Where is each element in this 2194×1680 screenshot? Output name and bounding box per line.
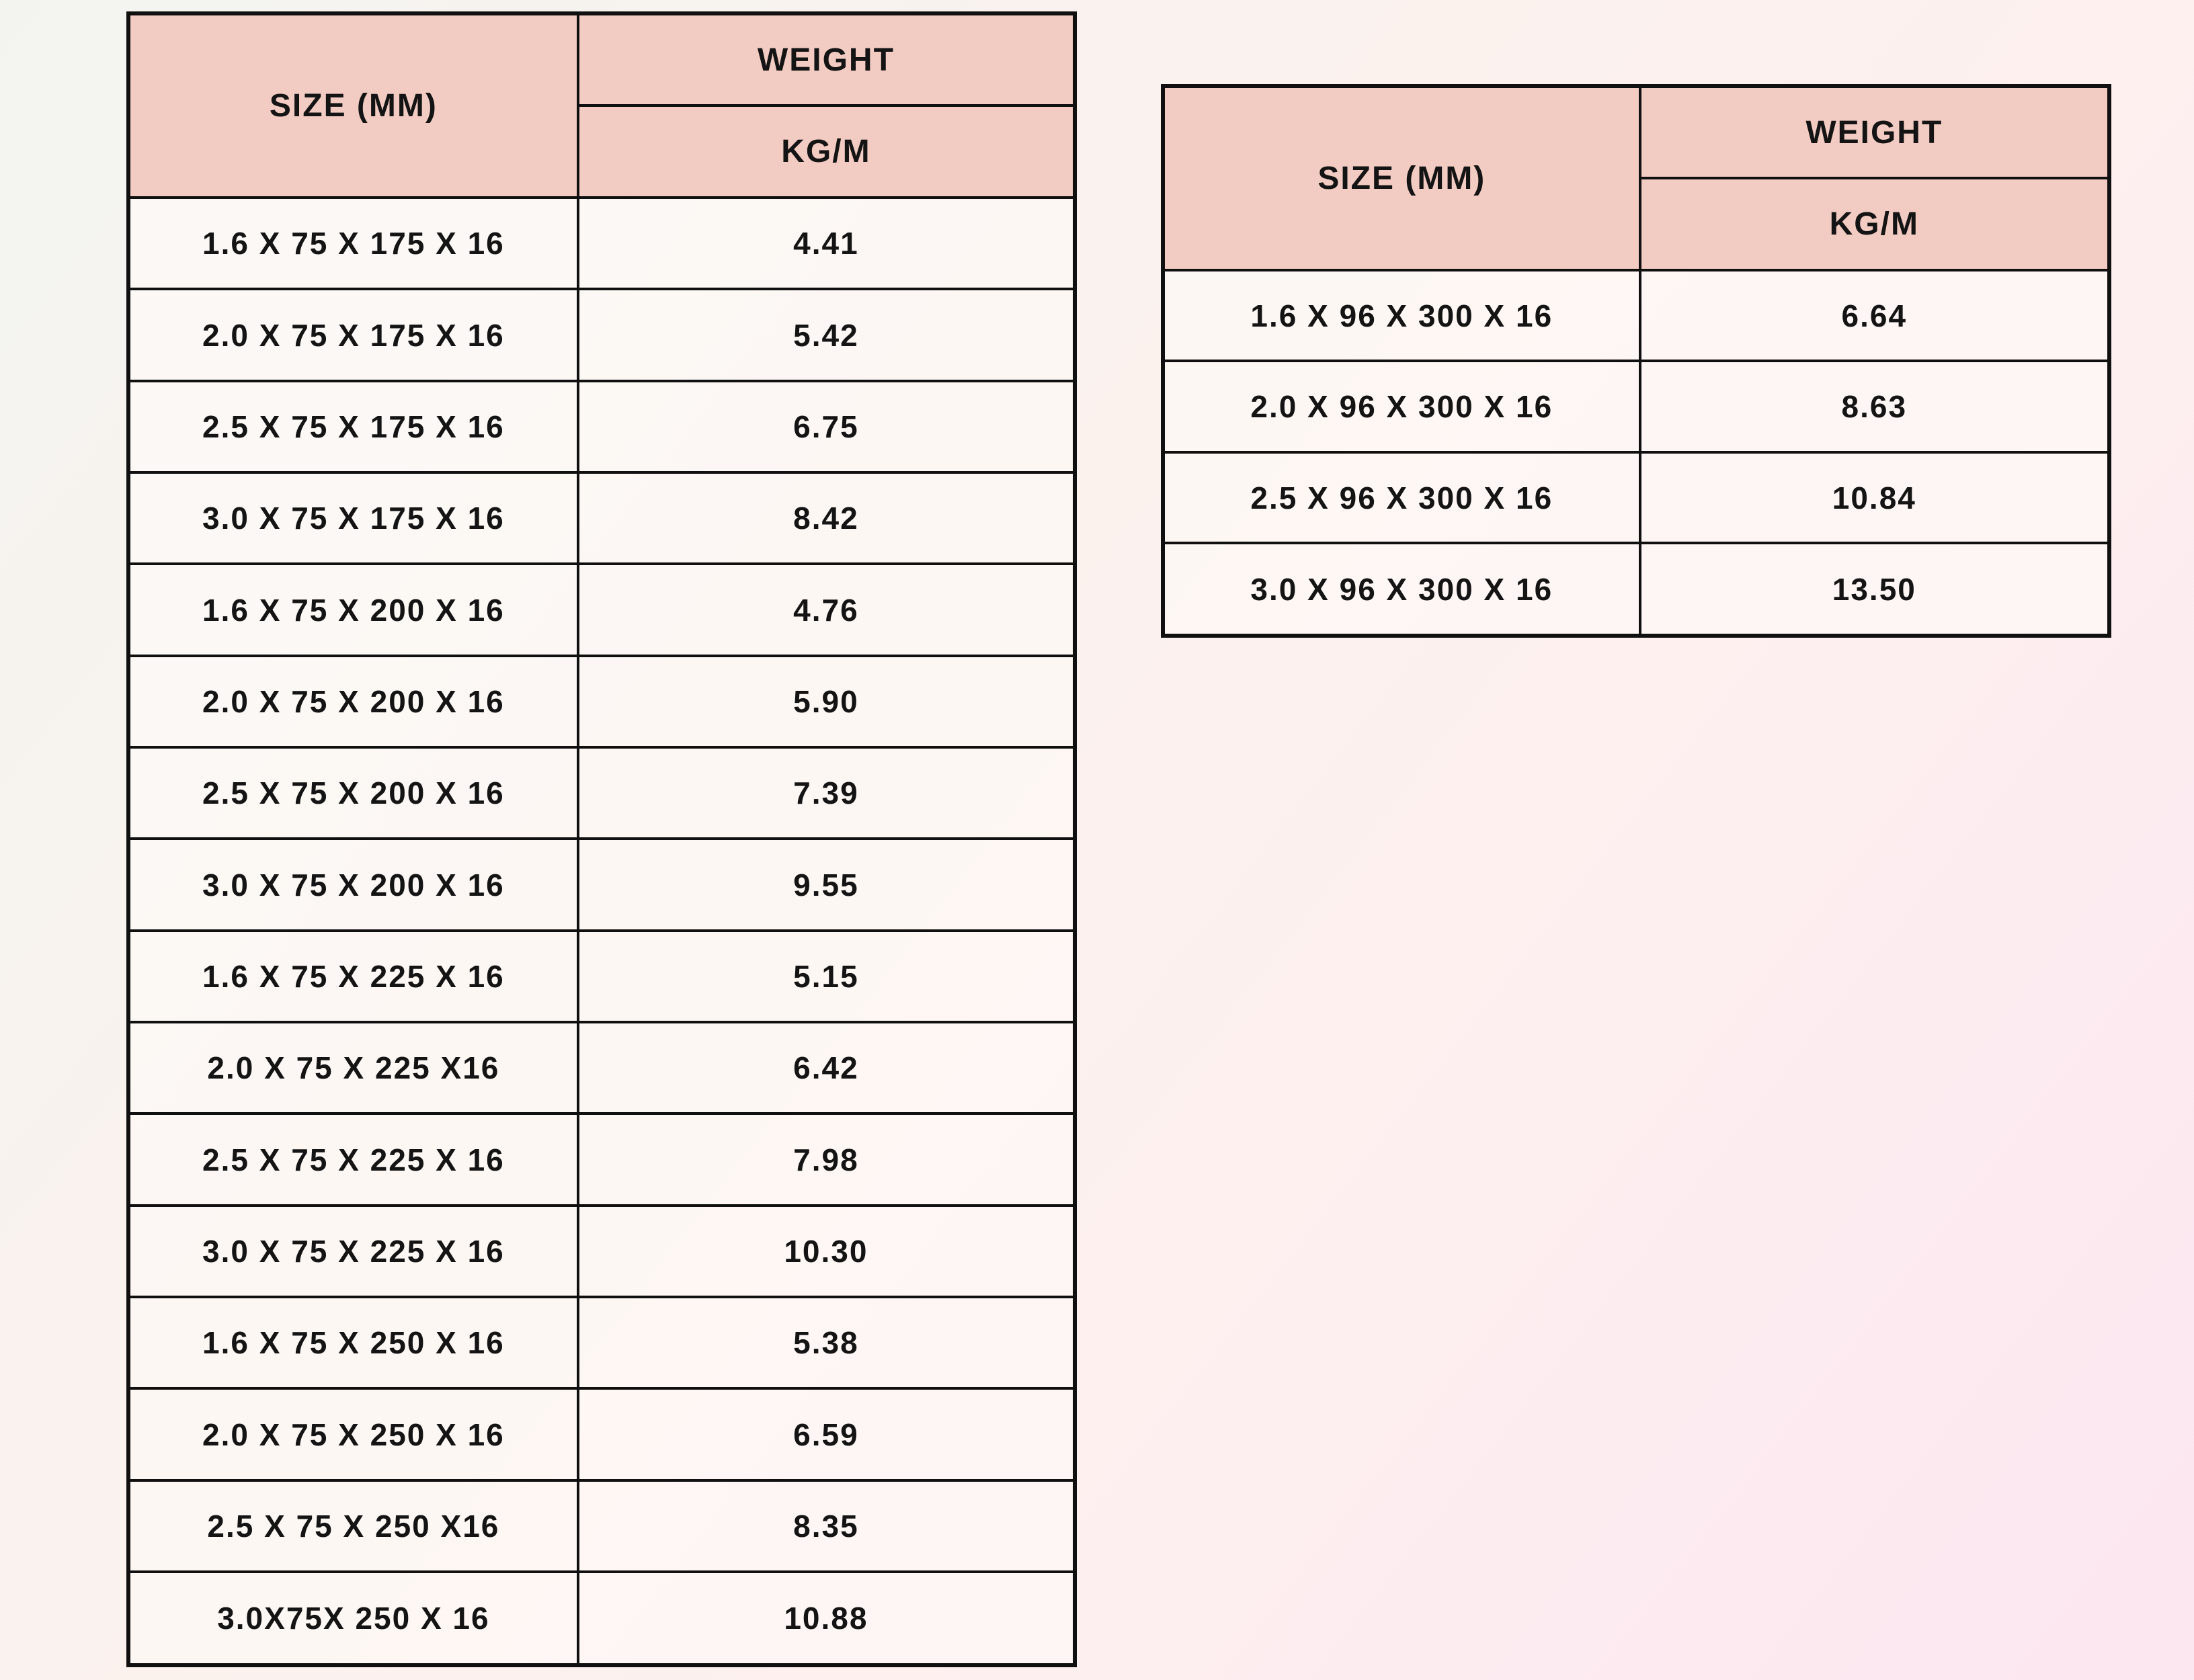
size-cell: 2.5 X 75 X 200 X 16 <box>127 746 579 841</box>
table-row: 1.6 X 75 X 175 X 16 4.41 <box>127 196 1077 291</box>
size-cell: 1.6 X 75 X 250 X 16 <box>127 1296 579 1390</box>
header-row: SIZE (MM) WEIGHT <box>127 12 1077 199</box>
size-cell: 2.0 X 96 X 300 X 16 <box>1162 360 1641 454</box>
weight-cell: 6.59 <box>576 1387 1077 1482</box>
weight-cell: 6.75 <box>576 379 1077 474</box>
weight-column-header: WEIGHT <box>576 12 1077 107</box>
table-row: 1.6 X 75 X 200 X 16 4.76 <box>127 562 1077 657</box>
table-row: 2.5 X 96 X 300 X 16 10.84 <box>1162 450 2111 545</box>
weight-cell: 4.76 <box>576 562 1077 657</box>
table-row: 3.0X75X 250 X 16 10.88 <box>127 1570 1077 1667</box>
table-row: 2.0 X 75 X 200 X 16 5.90 <box>127 654 1077 749</box>
header-row: SIZE (MM) WEIGHT <box>1162 85 2111 271</box>
size-cell: 2.5 X 75 X 250 X16 <box>127 1478 579 1574</box>
weight-column-header: WEIGHT <box>1638 85 2111 179</box>
size-cell: 2.0 X 75 X 200 X 16 <box>127 654 579 749</box>
size-cell: 3.0 X 96 X 300 X 16 <box>1162 542 1641 637</box>
unit-column-header: KG/M <box>1638 177 2111 271</box>
size-weight-table-right: SIZE (MM) WEIGHT KG/M 1.6 X 96 X 300 X 1… <box>1161 84 2111 638</box>
size-cell: 3.0 X 75 X 175 X 16 <box>127 471 579 566</box>
size-cell: 1.6 X 75 X 175 X 16 <box>127 196 579 291</box>
weight-cell: 4.41 <box>576 196 1077 291</box>
weight-cell: 8.63 <box>1638 360 2111 454</box>
size-cell: 3.0X75X 250 X 16 <box>127 1570 579 1667</box>
table-row: 3.0 X 75 X 175 X 16 8.42 <box>127 471 1077 566</box>
weight-cell: 13.50 <box>1638 542 2111 637</box>
table-row: 3.0 X 96 X 300 X 16 13.50 <box>1162 542 2111 637</box>
size-cell: 2.0 X 75 X 225 X16 <box>127 1021 579 1116</box>
size-cell: 1.6 X 75 X 225 X 16 <box>127 929 579 1024</box>
table-row: 3.0 X 75 X 200 X 16 9.55 <box>127 837 1077 932</box>
table-row: 2.0 X 96 X 300 X 16 8.63 <box>1162 360 2111 454</box>
table-row: 2.0 X 75 X 175 X 16 5.42 <box>127 288 1077 382</box>
weight-cell: 10.84 <box>1638 450 2111 545</box>
weight-cell: 6.42 <box>576 1021 1077 1116</box>
table-row: 2.5 X 75 X 250 X16 8.35 <box>127 1478 1077 1574</box>
weight-cell: 10.30 <box>576 1204 1077 1299</box>
size-weight-table-left: SIZE (MM) WEIGHT KG/M 1.6 X 75 X 175 X 1… <box>126 11 1077 1667</box>
unit-column-header: KG/M <box>576 104 1077 199</box>
header-row: KG/M <box>128 104 1077 199</box>
table-row: 2.5 X 75 X 175 X 16 6.75 <box>127 379 1077 474</box>
size-cell: 2.0 X 75 X 175 X 16 <box>127 288 579 382</box>
size-cell: 2.0 X 75 X 250 X 16 <box>127 1387 579 1482</box>
table-row: 2.5 X 75 X 225 X 16 7.98 <box>127 1112 1077 1207</box>
size-cell: 2.5 X 75 X 175 X 16 <box>127 379 579 474</box>
weight-cell: 5.42 <box>576 288 1077 382</box>
weight-cell: 9.55 <box>576 837 1077 932</box>
weight-cell: 5.15 <box>576 929 1077 1024</box>
size-column-header: SIZE (MM) <box>127 12 579 199</box>
weight-cell: 8.35 <box>576 1478 1077 1574</box>
size-column-header: SIZE (MM) <box>1162 85 1641 271</box>
table-row: 1.6 X 75 X 250 X 16 5.38 <box>127 1296 1077 1390</box>
header-row: KG/M <box>1163 177 2111 271</box>
size-cell: 2.5 X 96 X 300 X 16 <box>1162 450 1641 545</box>
size-cell: 3.0 X 75 X 200 X 16 <box>127 837 579 932</box>
weight-cell: 8.42 <box>576 471 1077 566</box>
table-row: 2.0 X 75 X 250 X 16 6.59 <box>127 1387 1077 1482</box>
size-cell: 3.0 X 75 X 225 X 16 <box>127 1204 579 1299</box>
table-row: 1.6 X 75 X 225 X 16 5.15 <box>127 929 1077 1024</box>
weight-cell: 10.88 <box>576 1570 1077 1667</box>
weight-cell: 7.98 <box>576 1112 1077 1207</box>
size-cell: 1.6 X 75 X 200 X 16 <box>127 562 579 657</box>
weight-cell: 5.38 <box>576 1296 1077 1390</box>
table-row: 3.0 X 75 X 225 X 16 10.30 <box>127 1204 1077 1299</box>
weight-cell: 5.90 <box>576 654 1077 749</box>
weight-cell: 6.64 <box>1638 268 2111 363</box>
table-row: 2.5 X 75 X 200 X 16 7.39 <box>127 746 1077 841</box>
weight-cell: 7.39 <box>576 746 1077 841</box>
table-row: 1.6 X 96 X 300 X 16 6.64 <box>1162 268 2111 363</box>
size-cell: 2.5 X 75 X 225 X 16 <box>127 1112 579 1207</box>
size-cell: 1.6 X 96 X 300 X 16 <box>1162 268 1641 363</box>
table-row: 2.0 X 75 X 225 X16 6.42 <box>127 1021 1077 1116</box>
